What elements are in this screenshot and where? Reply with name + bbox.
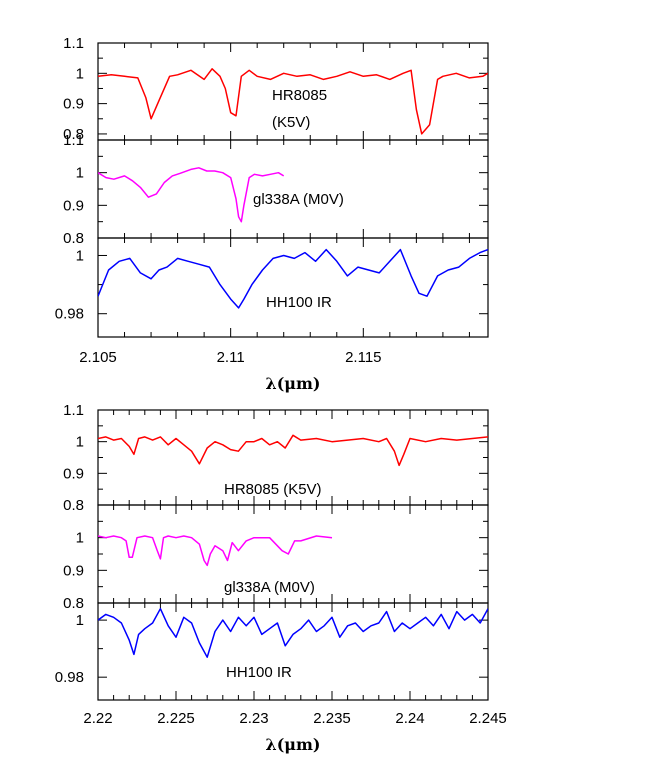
y-tick-label: 1.1 (63, 402, 84, 419)
panel-1-1: 0.8 0.9 1 1.1 HR8085 (K5V) (63, 35, 489, 143)
y-tick-label: 0.8 (63, 497, 84, 514)
x-axis-title: λ(μm) (266, 735, 321, 754)
x-tick-label: 2.11 (217, 349, 245, 366)
y-tick-label: 1.1 (63, 35, 84, 52)
panel-frame (97, 602, 489, 701)
x-tick-label: 2.235 (313, 710, 351, 727)
panel-1-3: 0.98 1 HH100 IR (55, 237, 489, 338)
x-tick-label: 2.24 (395, 710, 424, 727)
spectrum-line (98, 68, 488, 135)
x-tick-label: 2.22 (83, 710, 112, 727)
spectrum-line (98, 167, 285, 223)
panel-annotation: (K5V) (272, 114, 310, 131)
spectrum-line (98, 248, 488, 309)
x-axis-title: λ(μm) (266, 374, 321, 393)
panel-2-2: 0.8 0.9 1 gl338A (M0V) (63, 504, 489, 612)
y-tick-label: 0.9 (63, 96, 84, 113)
panel-frame (97, 237, 489, 338)
y-tick-label: 0.9 (63, 197, 84, 214)
y-tick-label: 1 (76, 612, 84, 629)
spectrum-line (98, 607, 488, 658)
panel-annotation: HR8085 (K5V) (224, 481, 322, 498)
y-tick-label: 1.1 (63, 132, 84, 149)
y-tick-label: 0.8 (63, 230, 84, 247)
y-tick-label: 1 (76, 65, 84, 82)
spectrum-line (98, 535, 333, 567)
spectrum-line (98, 434, 488, 467)
x-tick-label: 2.105 (79, 349, 117, 366)
panel-1-2: 0.8 0.9 1 1.1 gl338A (M0V) (63, 132, 489, 247)
panel-annotation: gl338A (M0V) (253, 191, 344, 208)
y-tick-label: 0.8 (63, 126, 84, 143)
panel-annotation: HR8085 (272, 87, 327, 104)
y-tick-label: 0.8 (63, 595, 84, 612)
panel-annotation: gl338A (M0V) (224, 579, 315, 596)
panel-annotation: HH100 IR (226, 664, 292, 681)
x-tick-label: 2.23 (239, 710, 268, 727)
panel-annotation: HH100 IR (266, 294, 332, 311)
y-tick-label: 0.98 (55, 306, 84, 323)
panel-frame (97, 139, 489, 239)
x-tick-label: 2.225 (157, 710, 195, 727)
y-tick-label: 0.9 (63, 465, 84, 482)
figure-block-1: 0.8 0.9 1 1.1 HR8085 (K5V) 0.8 0.9 1 1.1 gl338A (M… (55, 35, 489, 393)
y-tick-label: 1 (76, 165, 84, 182)
panel-2-1: 0.8 0.9 1 1.1 HR8085 (K5V) (63, 402, 489, 514)
y-tick-label: 1 (76, 247, 84, 264)
x-tick-label: 2.245 (469, 710, 507, 727)
x-tick-label: 2.115 (345, 349, 381, 366)
panel-2-3: 0.98 1 HH100 IR (55, 602, 489, 701)
y-tick-label: 0.98 (55, 669, 84, 686)
y-tick-label: 1 (76, 530, 84, 547)
y-tick-label: 0.9 (63, 562, 84, 579)
y-tick-label: 1 (76, 434, 84, 451)
figure-block-2: 0.8 0.9 1 1.1 HR8085 (K5V) 0.8 0.9 1 gl338A (M0V… (55, 402, 507, 754)
